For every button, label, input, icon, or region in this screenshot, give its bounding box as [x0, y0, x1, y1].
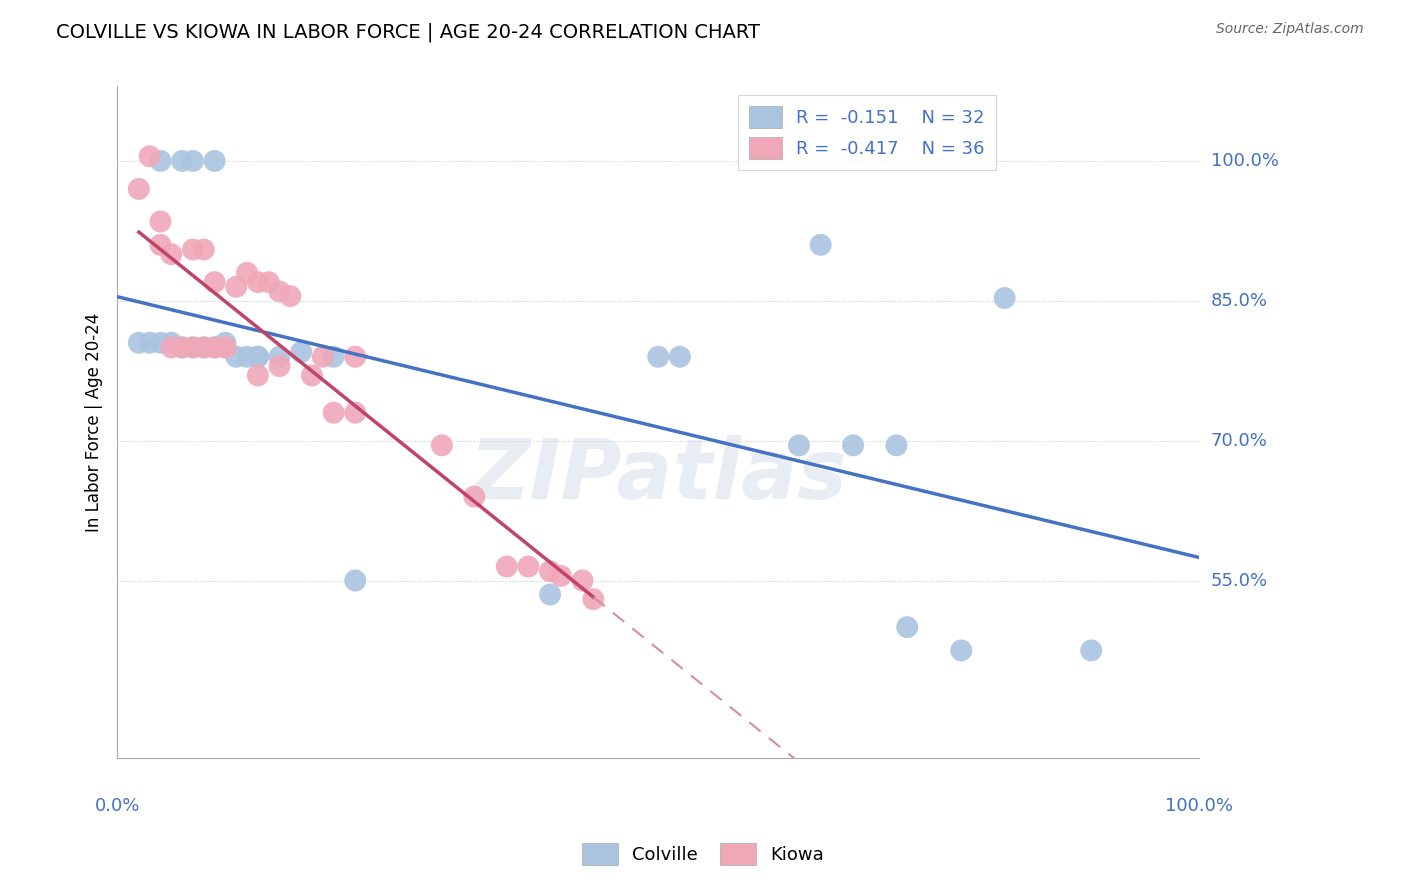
Text: 100.0%: 100.0%	[1211, 152, 1278, 170]
Point	[322, 406, 344, 420]
Point	[225, 350, 247, 364]
Point	[149, 335, 172, 350]
Point	[896, 620, 918, 634]
Point	[181, 340, 204, 354]
Text: ZIPatlas: ZIPatlas	[470, 435, 848, 516]
Legend: R =  -0.151    N = 32, R =  -0.417    N = 36: R = -0.151 N = 32, R = -0.417 N = 36	[738, 95, 995, 170]
Point	[269, 350, 291, 364]
Point	[582, 592, 605, 607]
Point	[538, 587, 561, 601]
Point	[181, 243, 204, 257]
Point	[550, 569, 572, 583]
Point	[810, 238, 832, 252]
Point	[160, 335, 183, 350]
Point	[280, 289, 302, 303]
Point	[647, 350, 669, 364]
Text: 100.0%: 100.0%	[1166, 797, 1233, 814]
Point	[172, 153, 194, 168]
Point	[204, 153, 226, 168]
Point	[257, 275, 280, 289]
Point	[204, 340, 226, 354]
Point	[193, 243, 215, 257]
Point	[344, 574, 367, 588]
Point	[269, 359, 291, 373]
Point	[344, 350, 367, 364]
Point	[149, 238, 172, 252]
Point	[160, 340, 183, 354]
Point	[181, 340, 204, 354]
Point	[149, 153, 172, 168]
Point	[160, 247, 183, 261]
Point	[138, 149, 160, 163]
Point	[886, 438, 908, 452]
Point	[495, 559, 517, 574]
Point	[787, 438, 810, 452]
Point	[193, 340, 215, 354]
Point	[236, 350, 259, 364]
Point	[214, 340, 236, 354]
Point	[172, 340, 194, 354]
Point	[301, 368, 323, 383]
Point	[214, 340, 236, 354]
Point	[204, 275, 226, 289]
Text: 55.0%: 55.0%	[1211, 572, 1268, 590]
Legend: Colville, Kiowa: Colville, Kiowa	[575, 836, 831, 872]
Point	[236, 266, 259, 280]
Point	[538, 564, 561, 578]
Point	[204, 340, 226, 354]
Point	[128, 182, 150, 196]
Point	[463, 490, 485, 504]
Point	[269, 285, 291, 299]
Point	[128, 335, 150, 350]
Point	[669, 350, 692, 364]
Point	[950, 643, 973, 657]
Point	[322, 350, 344, 364]
Point	[571, 574, 593, 588]
Point	[994, 291, 1017, 305]
Point	[181, 153, 204, 168]
Text: Source: ZipAtlas.com: Source: ZipAtlas.com	[1216, 22, 1364, 37]
Text: 85.0%: 85.0%	[1211, 292, 1268, 310]
Text: 70.0%: 70.0%	[1211, 432, 1267, 450]
Point	[312, 350, 335, 364]
Point	[517, 559, 540, 574]
Point	[246, 350, 269, 364]
Point	[225, 280, 247, 294]
Point	[344, 406, 367, 420]
Point	[430, 438, 453, 452]
Point	[842, 438, 865, 452]
Y-axis label: In Labor Force | Age 20-24: In Labor Force | Age 20-24	[86, 312, 103, 532]
Point	[246, 350, 269, 364]
Point	[246, 275, 269, 289]
Point	[193, 340, 215, 354]
Point	[138, 335, 160, 350]
Point	[172, 340, 194, 354]
Point	[149, 214, 172, 228]
Text: 0.0%: 0.0%	[94, 797, 139, 814]
Point	[290, 345, 312, 359]
Text: COLVILLE VS KIOWA IN LABOR FORCE | AGE 20-24 CORRELATION CHART: COLVILLE VS KIOWA IN LABOR FORCE | AGE 2…	[56, 22, 761, 42]
Point	[1080, 643, 1102, 657]
Point	[214, 335, 236, 350]
Point	[246, 368, 269, 383]
